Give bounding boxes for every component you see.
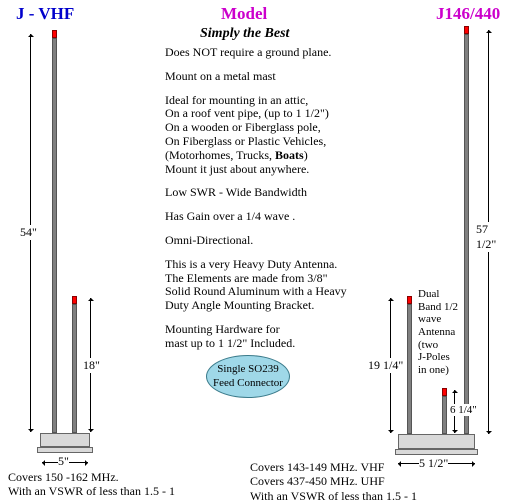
tagline: Simply the Best [200, 26, 289, 42]
right-dim-w: 5 1/2" [419, 456, 448, 471]
right-mid-element [407, 304, 412, 434]
desc-p6: Omni-Directional. [165, 234, 355, 248]
connector-label: Single SO239 Feed Connector [213, 363, 283, 389]
right-short-tip [442, 388, 447, 396]
title-left: J - VHF [16, 4, 74, 24]
right-antenna: 57 1/2" 19 1/4" 6 1/4" 5 1/2" [388, 26, 508, 456]
left-dim-w: 5" [58, 454, 69, 469]
desc-p2: Mount on a metal mast [165, 70, 355, 84]
right-main-tip [464, 26, 469, 34]
desc-p1: Does NOT require a ground plane. [165, 46, 355, 60]
left-stub-element [72, 304, 77, 433]
left-main-element [52, 38, 57, 433]
title-center: Model [221, 4, 267, 24]
left-base [40, 433, 90, 447]
left-main-tip [52, 30, 57, 38]
right-dim-mid: 19 1/4" [368, 358, 406, 373]
spec-left: Covers 150 -162 MHz. With an VSWR of les… [8, 470, 175, 499]
connector-oval: Single SO239 Feed Connector [206, 355, 290, 398]
spec-right: Covers 143-149 MHz. VHF Covers 437-450 M… [250, 460, 417, 503]
right-dim-short: 6 1/4" [450, 404, 477, 416]
right-main-element [464, 34, 469, 434]
right-base2 [395, 449, 478, 455]
right-short-element [442, 396, 447, 434]
right-mid-tip [407, 296, 412, 304]
left-dim-stub: 18" [83, 358, 100, 373]
right-base [398, 434, 475, 449]
right-dim-main: 57 1/2" [476, 222, 508, 252]
left-base2 [37, 447, 93, 453]
left-stub-tip [72, 296, 77, 304]
left-antenna: 54" 18" 5" [20, 30, 100, 450]
left-dim-main: 54" [20, 225, 37, 240]
desc-p5: Has Gain over a 1/4 wave . [165, 210, 355, 224]
desc-p3: Ideal for mounting in an attic, On a roo… [165, 94, 355, 177]
desc-p8: Mounting Hardware for mast up to 1 1/2" … [165, 323, 355, 351]
desc-p7: This is a very Heavy Duty Antenna. The E… [165, 258, 355, 313]
desc-p4: Low SWR - Wide Bandwidth [165, 186, 355, 200]
description-block: Does NOT require a ground plane. Mount o… [165, 46, 355, 361]
dual-band-label: Dual Band 1/2 wave Antenna (two J-Poles … [418, 288, 458, 376]
title-right: J146/440 [436, 4, 500, 24]
